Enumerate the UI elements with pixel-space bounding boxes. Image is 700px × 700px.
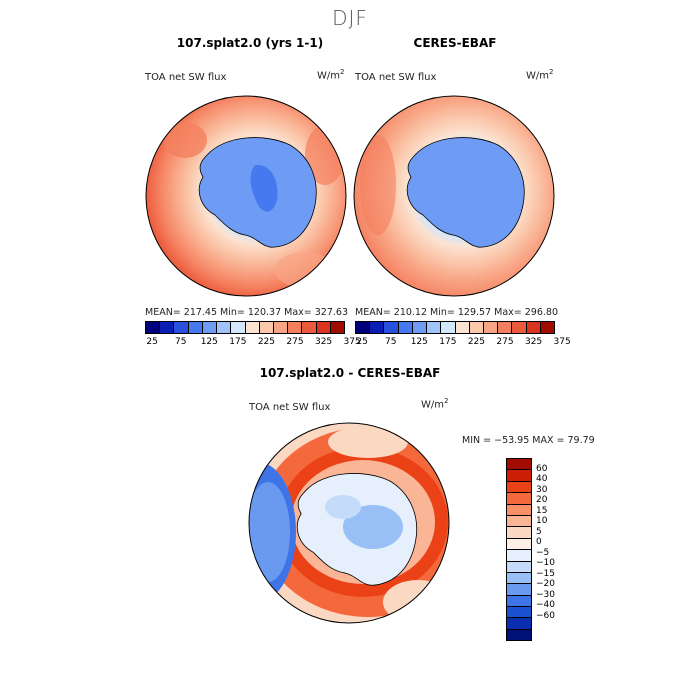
colorbar-swatch bbox=[330, 322, 345, 333]
colorbar-swatch bbox=[398, 322, 413, 333]
panel2-colorbar-ticks: 25 75 125 175 225 275 325 375 bbox=[355, 337, 570, 349]
colorbar-tick-label: −40 bbox=[536, 600, 555, 610]
panel3-variable: TOA net SW flux bbox=[249, 402, 331, 413]
colorbar-tick-label: 275 bbox=[496, 337, 514, 347]
colorbar-swatch bbox=[507, 618, 531, 630]
colorbar-tick-label: −20 bbox=[536, 579, 555, 589]
colorbar-tick-label: 275 bbox=[286, 337, 304, 347]
colorbar-swatch bbox=[507, 607, 531, 619]
colorbar-tick-label: 0 bbox=[536, 537, 542, 547]
colorbar-tick-label: 375 bbox=[343, 337, 361, 347]
colorbar-tick-label: 175 bbox=[439, 337, 457, 347]
colorbar-tick-label: 325 bbox=[314, 337, 333, 347]
panel3-title: 107.splat2.0 - CERES-EBAF bbox=[259, 366, 441, 380]
colorbar-swatch bbox=[202, 322, 218, 333]
panel1-map bbox=[145, 95, 347, 297]
colorbar-swatch bbox=[384, 322, 399, 333]
colorbar-swatch bbox=[188, 322, 203, 333]
colorbar-swatch bbox=[507, 538, 531, 551]
colorbar-swatch bbox=[507, 459, 531, 471]
colorbar-tick-label: 75 bbox=[174, 337, 187, 347]
colorbar-tick-label: 375 bbox=[553, 337, 571, 347]
panel3-colorbar bbox=[506, 458, 532, 642]
panel2-map bbox=[353, 95, 555, 297]
panel2-colorbar bbox=[355, 321, 555, 334]
panel2-variable: TOA net SW flux bbox=[355, 72, 437, 83]
colorbar-swatch bbox=[273, 322, 289, 333]
colorbar-tick-label: 20 bbox=[536, 495, 548, 505]
colorbar-swatch bbox=[441, 322, 456, 333]
colorbar-swatch bbox=[498, 322, 513, 333]
colorbar-tick-label: −60 bbox=[536, 610, 555, 621]
colorbar-tick-label: −15 bbox=[536, 568, 555, 579]
colorbar-swatch bbox=[231, 322, 246, 333]
colorbar-tick-label: 325 bbox=[524, 337, 543, 347]
colorbar-swatch bbox=[455, 322, 470, 333]
colorbar-tick-label: 15 bbox=[536, 505, 548, 516]
colorbar-swatch bbox=[507, 470, 531, 482]
colorbar-swatch bbox=[507, 527, 531, 539]
colorbar-swatch bbox=[507, 584, 531, 596]
colorbar-tick-label: −10 bbox=[536, 558, 555, 568]
panel3-stats: MIN = −53.95 MAX = 79.79 bbox=[462, 435, 595, 446]
colorbar-swatch bbox=[288, 322, 303, 333]
colorbar-tick-label: 175 bbox=[229, 337, 247, 347]
panel1-title: 107.splat2.0 (yrs 1-1) bbox=[176, 36, 324, 50]
figure-title: DJF bbox=[332, 6, 368, 30]
colorbar-swatch bbox=[356, 322, 371, 333]
panel2-units: W/m2 bbox=[526, 68, 554, 82]
colorbar-swatch bbox=[412, 322, 428, 333]
colorbar-swatch bbox=[483, 322, 499, 333]
colorbar-swatch bbox=[507, 595, 531, 608]
colorbar-swatch bbox=[370, 322, 385, 333]
colorbar-tick-label: 25 bbox=[356, 337, 368, 347]
colorbar-tick-label: 60 bbox=[536, 463, 548, 474]
colorbar-swatch bbox=[259, 322, 274, 333]
colorbar-swatch bbox=[146, 322, 161, 333]
colorbar-swatch bbox=[174, 322, 189, 333]
panel3-map bbox=[248, 422, 450, 624]
panel1-colorbar-ticks: 25 75 125 175 225 275 325 375 bbox=[145, 337, 360, 349]
colorbar-swatch bbox=[507, 572, 531, 585]
colorbar-tick-label: 75 bbox=[384, 337, 397, 347]
panel1-variable: TOA net SW flux bbox=[145, 72, 227, 83]
colorbar-tick-label: 125 bbox=[410, 337, 428, 347]
colorbar-swatch bbox=[160, 322, 175, 333]
colorbar-swatch bbox=[507, 504, 531, 516]
colorbar-swatch bbox=[540, 322, 555, 333]
colorbar-swatch bbox=[507, 629, 531, 641]
panel1-colorbar bbox=[145, 321, 345, 334]
colorbar-swatch bbox=[507, 561, 531, 573]
colorbar-swatch bbox=[302, 322, 317, 333]
colorbar-swatch bbox=[507, 515, 531, 528]
colorbar-tick-label: 225 bbox=[467, 337, 486, 347]
panel2-title: CERES-EBAF bbox=[413, 36, 497, 50]
colorbar-tick-label: 40 bbox=[536, 474, 548, 484]
panel2-stats: MEAN= 210.12 Min= 129.57 Max= 296.80 bbox=[355, 307, 559, 318]
colorbar-swatch bbox=[507, 550, 531, 562]
colorbar-swatch bbox=[512, 322, 527, 333]
colorbar-tick-label: 125 bbox=[200, 337, 218, 347]
panel3-colorbar-ticks: 60 40 30 20 15 10 5 0 −5 −10 −15 −20 −30 −40 −60 bbox=[536, 458, 576, 626]
colorbar-swatch bbox=[507, 493, 531, 505]
panel3-units: W/m2 bbox=[421, 397, 449, 411]
colorbar-swatch bbox=[217, 322, 232, 333]
colorbar-tick-label: 225 bbox=[257, 337, 276, 347]
colorbar-swatch bbox=[469, 322, 484, 333]
panel1-stats: MEAN= 217.45 Min= 120.37 Max= 327.63 bbox=[145, 307, 349, 318]
colorbar-tick-label: −5 bbox=[536, 547, 550, 558]
colorbar-tick-label: 25 bbox=[146, 337, 158, 347]
colorbar-swatch bbox=[427, 322, 442, 333]
colorbar-tick-label: 30 bbox=[536, 484, 548, 495]
colorbar-swatch bbox=[316, 322, 331, 333]
colorbar-tick-label: 10 bbox=[536, 516, 548, 526]
colorbar-tick-label: −30 bbox=[536, 589, 555, 600]
colorbar-swatch bbox=[245, 322, 260, 333]
colorbar-swatch bbox=[507, 481, 531, 494]
panel1-units: W/m2 bbox=[317, 68, 345, 82]
colorbar-tick-label: 5 bbox=[536, 526, 542, 537]
colorbar-swatch bbox=[526, 322, 541, 333]
